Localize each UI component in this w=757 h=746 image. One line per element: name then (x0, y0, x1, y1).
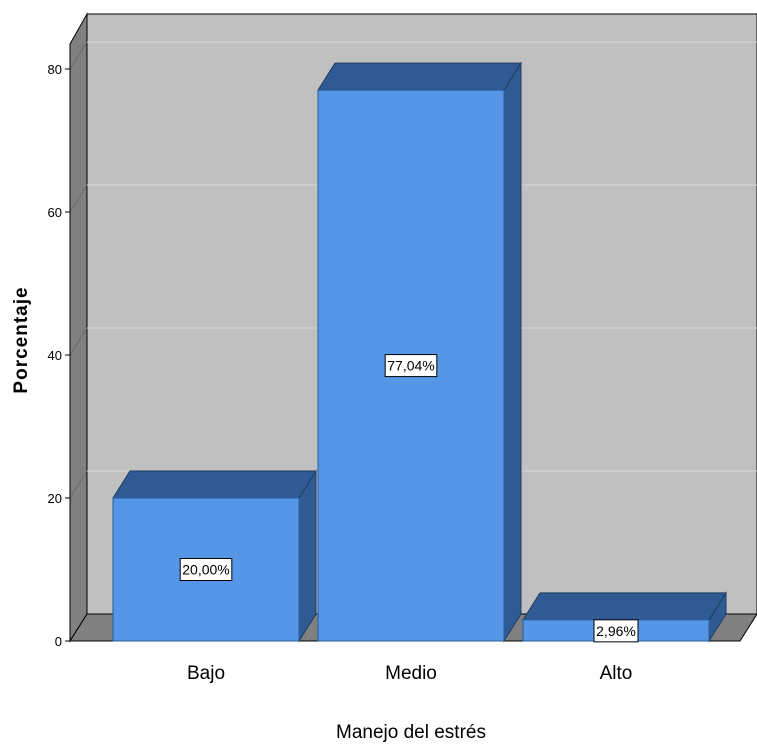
y-tick-label: 0 (55, 634, 62, 649)
bar-top (317, 62, 522, 91)
bar-alto: 2,96% (522, 591, 727, 643)
side-gridline (69, 41, 88, 70)
y-axis-title: Porcentaje (11, 286, 32, 393)
x-axis-title: Manejo del estrés (336, 722, 486, 743)
x-category-label: Alto (600, 663, 633, 684)
y-tick-label: 60 (48, 205, 62, 220)
side-gridline (69, 327, 88, 356)
bar-side (298, 469, 317, 643)
data-label: 2,96% (596, 623, 636, 639)
bar-medio: 77,04% (317, 61, 522, 643)
bar-top (112, 470, 317, 499)
x-category-label: Medio (385, 663, 437, 684)
data-label: 20,00% (182, 562, 229, 578)
y-axis: 0 20 40 60 80 (48, 44, 71, 649)
bars: 20,00% 77,04% 2,96% (112, 61, 727, 643)
data-label-box (179, 558, 233, 581)
side-gridline (69, 470, 88, 499)
data-label-box (384, 354, 438, 378)
bar-side (503, 61, 522, 643)
bar-top (522, 592, 727, 621)
data-label: 77,04% (387, 358, 434, 374)
y-tick-label: 20 (48, 491, 62, 506)
x-category-label: Bajo (187, 663, 225, 684)
side-gridline (69, 184, 88, 213)
bar-bajo: 20,00% (112, 469, 317, 643)
y-tick-label: 40 (48, 348, 62, 363)
left-side-wall (69, 12, 88, 643)
data-label-box (593, 619, 639, 643)
y-tick-label: 80 (48, 62, 62, 77)
x-axis-categories: Bajo Medio Alto (187, 663, 632, 684)
